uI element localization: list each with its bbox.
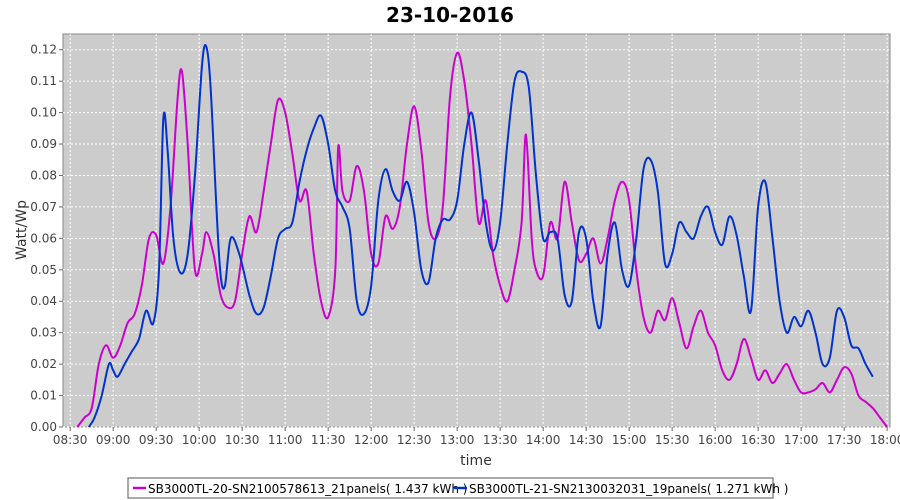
y-axis-label: Watt/Wp [14, 200, 30, 260]
y-tick-label: 0.06 [30, 231, 57, 245]
x-axis-label: time [460, 453, 492, 469]
x-tick-label: 10:00 [182, 433, 217, 447]
y-tick-label: 0.03 [30, 326, 57, 340]
series-line-0 [76, 51, 888, 428]
y-tick-label: 0.12 [30, 43, 57, 57]
x-tick-label: 09:00 [96, 433, 131, 447]
x-tick-label: 13:00 [440, 433, 475, 447]
x-tick-label: 08:30 [53, 433, 88, 447]
y-tick-label: 0.08 [30, 168, 57, 182]
y-tick-label: 0.09 [30, 137, 57, 151]
x-tick-label: 11:00 [268, 433, 303, 447]
y-tick-label: 0.02 [30, 357, 57, 371]
y-tick-label: 0.05 [30, 263, 57, 277]
legend-label-0: SB3000TL-20-SN2100578613_21panels( 1.437… [148, 482, 467, 496]
series-line-1 [87, 43, 874, 428]
x-tick-label: 10:30 [225, 433, 260, 447]
legend-label-1: SB3000TL-21-SN2130032031_19panels( 1.271… [469, 482, 788, 496]
y-tick-label: 0.11 [30, 74, 57, 88]
y-tick-label: 0.01 [30, 389, 57, 403]
legend: SB3000TL-20-SN2100578613_21panels( 1.437… [127, 477, 788, 499]
y-tick-label: 0.07 [30, 200, 57, 214]
x-tick-label: 15:30 [655, 433, 690, 447]
y-tick-label: 0.04 [30, 294, 57, 308]
y-axis: 0.00 0.01 0.02 0.03 0.04 0.05 0.06 0.07 0.08 0.09… [30, 43, 63, 434]
x-tick-label: 14:30 [569, 433, 604, 447]
x-tick-label: 16:00 [698, 433, 733, 447]
x-tick-label: 17:00 [784, 433, 819, 447]
x-tick-label: 13:30 [483, 433, 518, 447]
x-tick-label: 14:00 [526, 433, 561, 447]
x-tick-label: 16:30 [741, 433, 776, 447]
x-tick-label: 15:00 [612, 433, 647, 447]
x-tick-label: 17:30 [827, 433, 862, 447]
series-lines [76, 43, 888, 428]
x-axis: 08:30 09:00 09:30 10:00 10:30 11:00 11:30 12:00… [53, 427, 900, 447]
y-tick-label: 0.00 [30, 420, 57, 434]
plot-area [62, 33, 891, 428]
x-tick-label: 18:00 [870, 433, 900, 447]
chart-title: 23-10-2016 [386, 3, 514, 27]
x-tick-label: 12:30 [397, 433, 432, 447]
legend-box [127, 477, 774, 499]
y-tick-label: 0.10 [30, 106, 57, 120]
x-tick-label: 12:00 [354, 433, 389, 447]
x-tick-label: 11:30 [311, 433, 346, 447]
x-tick-label: 09:30 [139, 433, 174, 447]
